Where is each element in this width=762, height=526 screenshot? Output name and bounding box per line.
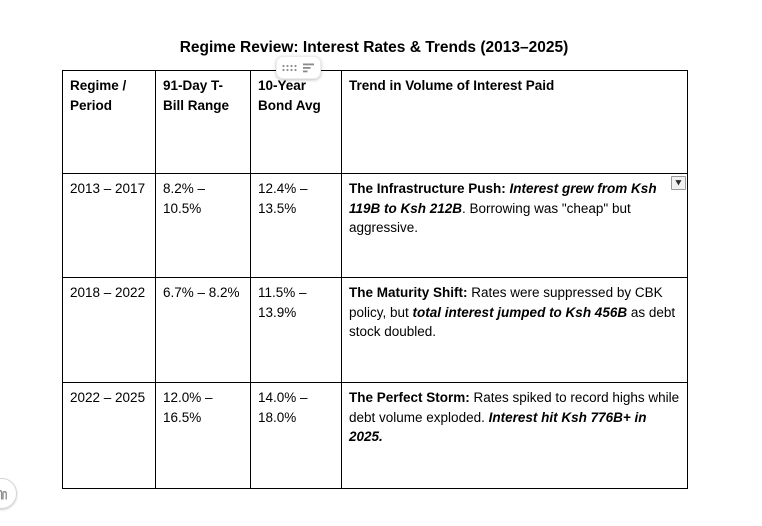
cell-trend: The Infrastructure Push: Interest grew f…: [341, 173, 688, 278]
dropdown-arrow-icon: ▼: [675, 178, 682, 187]
cell-period: 2018 – 2022: [62, 277, 156, 383]
cell-tbill-range: 6.7% – 8.2%: [155, 277, 251, 383]
cell-tbill-range: 12.0% – 16.5%: [155, 382, 251, 489]
cell-trend: The Perfect Storm: Rates spiked to recor…: [341, 382, 688, 489]
col-header-tbill-range: 91-Day T-Bill Range: [155, 70, 251, 174]
table-row: 2018 – 2022 6.7% – 8.2% 11.5% – 13.9% Th…: [62, 277, 688, 383]
cell-trend: The Maturity Shift: Rates were suppresse…: [341, 277, 688, 383]
table-row: 2022 – 2025 12.0% – 16.5% 14.0% – 18.0% …: [62, 382, 688, 489]
col-header-trend: Trend in Volume of Interest Paid: [341, 70, 688, 174]
cell-tbill-range: 8.2% – 10.5%: [155, 173, 251, 278]
row-dropdown-button[interactable]: ▼: [671, 176, 686, 190]
drag-dots-icon[interactable]: [282, 64, 297, 72]
cell-period: 2022 – 2025: [62, 382, 156, 489]
regime-review-table: Regime / Period 91-Day T-Bill Range 10-Y…: [62, 70, 688, 489]
cell-period: 2013 – 2017: [62, 173, 156, 278]
table-row: 2013 – 2017 8.2% – 10.5% 12.4% – 13.5% T…: [62, 173, 688, 278]
hand-icon: [0, 489, 7, 500]
corner-widget[interactable]: [0, 478, 17, 509]
cell-bond-avg: 11.5% – 13.9%: [250, 277, 342, 383]
col-header-regime-period: Regime / Period: [62, 70, 156, 174]
cell-bond-avg: 12.4% – 13.5%: [250, 173, 342, 278]
col-header-bond-avg: 10-Year Bond Avg: [250, 70, 342, 174]
table-header-row: Regime / Period 91-Day T-Bill Range 10-Y…: [62, 70, 688, 174]
align-lines-icon[interactable]: [303, 63, 315, 73]
table-handle-widget[interactable]: [276, 56, 321, 79]
page-title: Regime Review: Interest Rates & Trends (…: [179, 39, 569, 56]
cell-bond-avg: 14.0% – 18.0%: [250, 382, 342, 489]
